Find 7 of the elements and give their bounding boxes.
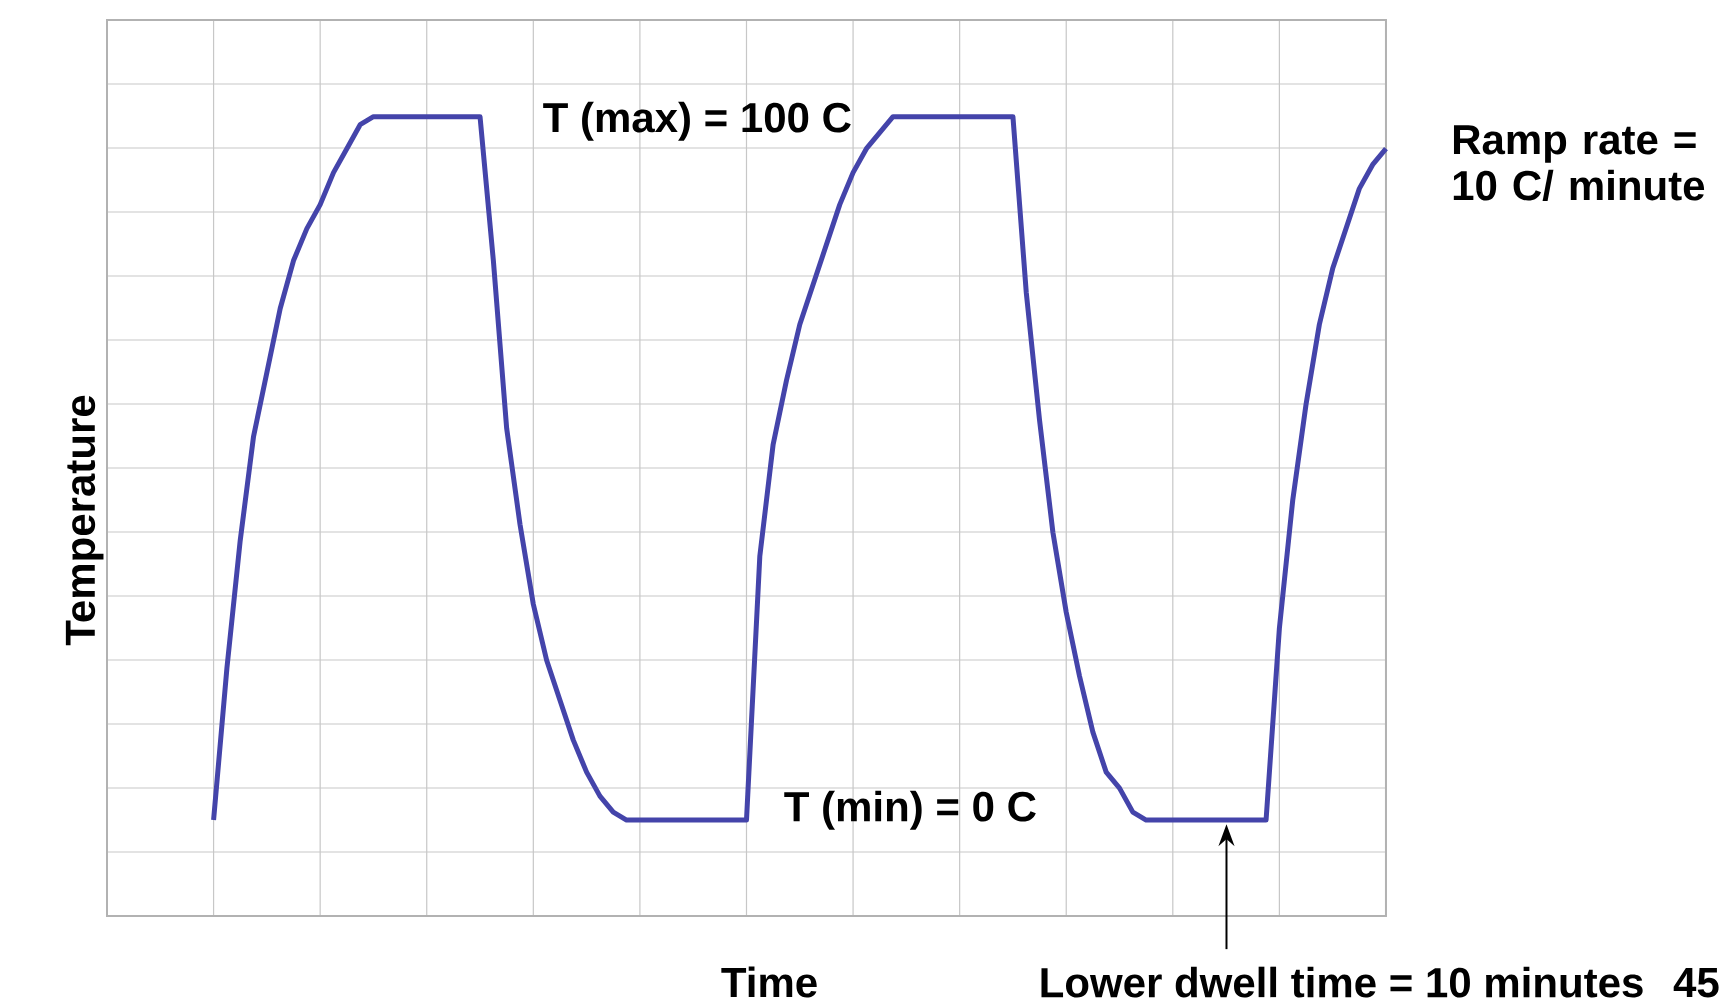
annotation: T (max) = 100 C <box>543 101 851 141</box>
text: 45 <box>1673 968 1719 998</box>
annotation: T (min) = 0 C <box>784 790 1036 830</box>
text: Lower dwell time = 10 minutes <box>1041 966 1643 998</box>
text: Ramp rate = 10 C/ minute <box>1453 125 1705 201</box>
x-axis-title: Time <box>721 966 817 998</box>
y-axis-title: Temperature <box>65 395 104 646</box>
